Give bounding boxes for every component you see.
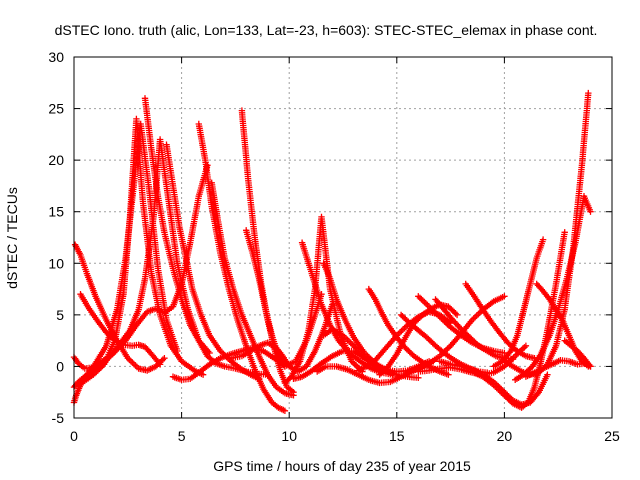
plot-frame [73,56,613,419]
chart-title: dSTEC Iono. truth (alic, Lon=133, Lat=-2… [55,22,598,38]
series-37-points [561,337,594,370]
y-tick-label: 5 [56,307,64,323]
series-5-points [70,136,213,391]
x-tick-label: 20 [497,428,513,444]
series-5 [70,136,213,391]
series-36 [522,357,594,380]
series-34 [512,193,594,383]
series-3-points [71,241,168,374]
x-axis-label: GPS time / hours of day 235 of year 2015 [213,458,471,474]
x-tick-label: 0 [70,428,78,444]
series-layer [70,89,594,414]
series-7 [141,95,271,378]
series-8 [163,141,263,382]
y-tick-label: 25 [48,101,64,117]
series-9 [195,120,289,414]
y-axis-label: dSTEC / TECUs [4,187,20,289]
series-28-points [462,280,538,362]
series-7-points [141,95,271,378]
y-tick-label: 10 [48,255,64,271]
series-12 [243,227,289,370]
series-6-points [77,291,164,368]
x-tick-label: 5 [178,428,186,444]
y-tick-label: 15 [48,204,64,220]
y-tick-label: 30 [48,49,64,65]
series-36-points [522,357,594,380]
series-8-points [163,141,263,382]
x-tick-label: 25 [604,428,620,444]
series-9-points [195,120,289,414]
y-tick-label: 20 [48,152,64,168]
x-tick-label: 10 [281,428,297,444]
series-28 [462,280,538,362]
series-10-points [208,179,297,399]
series-6 [77,291,164,368]
x-tick-label: 15 [389,428,405,444]
axis-ticks: -5 0 5 10 15 20 25 30 0 5 10 15 20 25 [48,49,620,444]
series-3 [71,241,168,374]
series-10 [208,179,297,399]
series-12-points [243,227,289,370]
y-tick-label: 0 [56,358,64,374]
series-34-points [512,193,594,383]
series-37 [561,337,594,370]
y-tick-label: -5 [52,410,65,426]
